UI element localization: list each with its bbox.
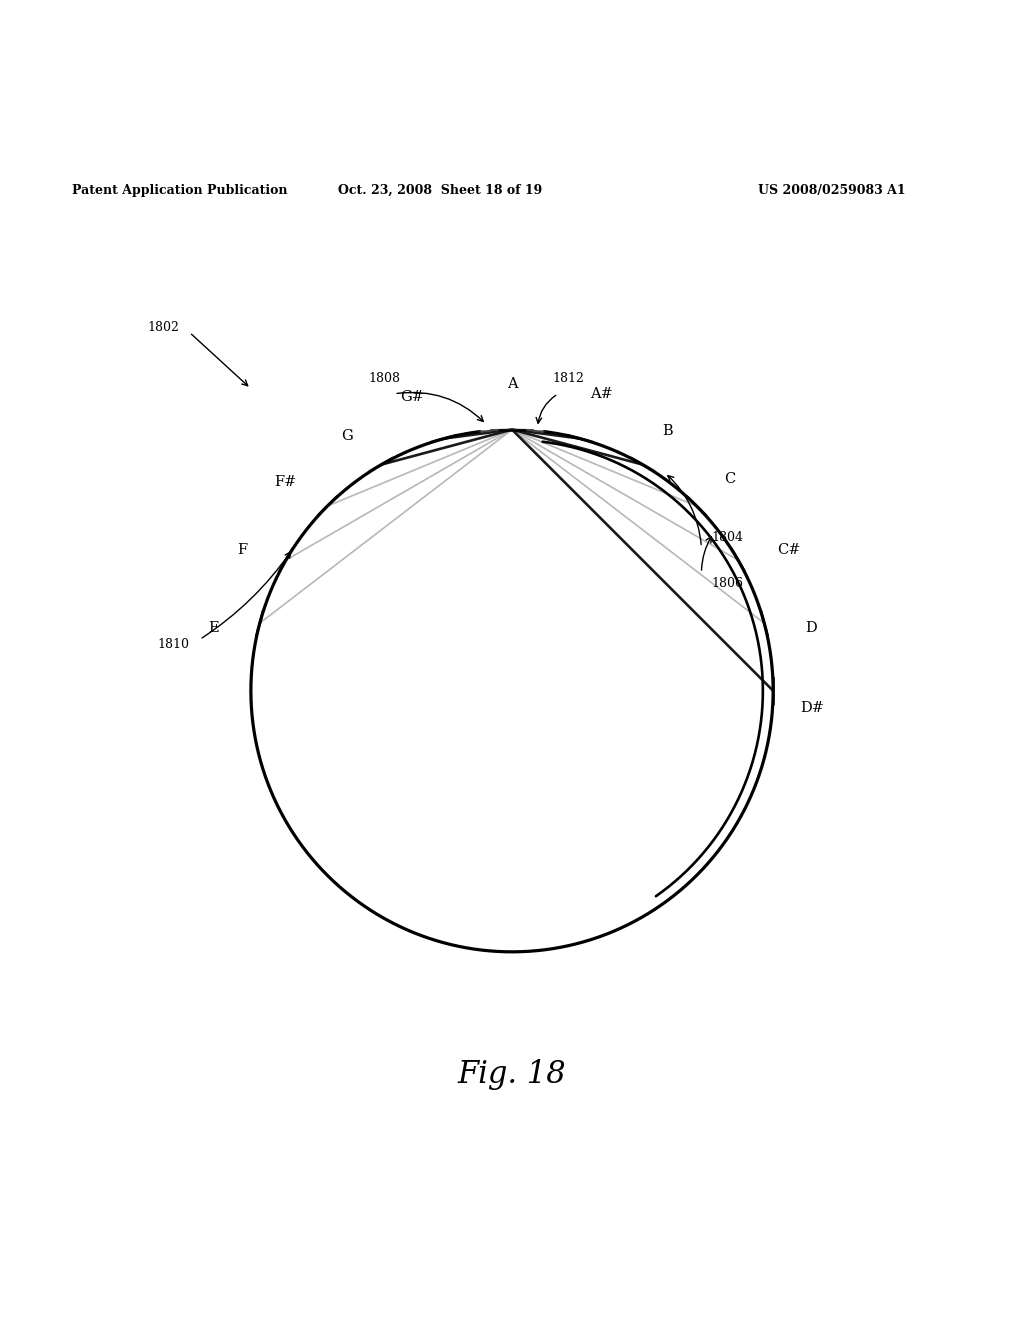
Text: G: G: [341, 429, 353, 444]
Text: C: C: [724, 471, 735, 486]
Text: 1808: 1808: [368, 372, 400, 385]
Text: 1806: 1806: [712, 577, 743, 590]
Text: 1812: 1812: [552, 372, 585, 385]
Text: B: B: [663, 424, 673, 438]
Text: 1802: 1802: [147, 321, 179, 334]
Text: F: F: [237, 543, 247, 557]
Text: A#: A#: [590, 387, 612, 401]
Text: D: D: [806, 622, 817, 635]
Text: A: A: [507, 376, 517, 391]
Text: Fig. 18: Fig. 18: [458, 1059, 566, 1090]
Text: E: E: [208, 622, 218, 635]
Text: Oct. 23, 2008  Sheet 18 of 19: Oct. 23, 2008 Sheet 18 of 19: [338, 183, 543, 197]
Text: D#: D#: [800, 701, 824, 715]
Text: F#: F#: [273, 475, 296, 490]
Text: 1804: 1804: [712, 531, 743, 544]
Text: 1810: 1810: [158, 638, 189, 651]
Text: US 2008/0259083 A1: US 2008/0259083 A1: [758, 183, 905, 197]
Text: Patent Application Publication: Patent Application Publication: [72, 183, 287, 197]
Text: C#: C#: [777, 543, 801, 557]
Text: G#: G#: [400, 389, 424, 404]
